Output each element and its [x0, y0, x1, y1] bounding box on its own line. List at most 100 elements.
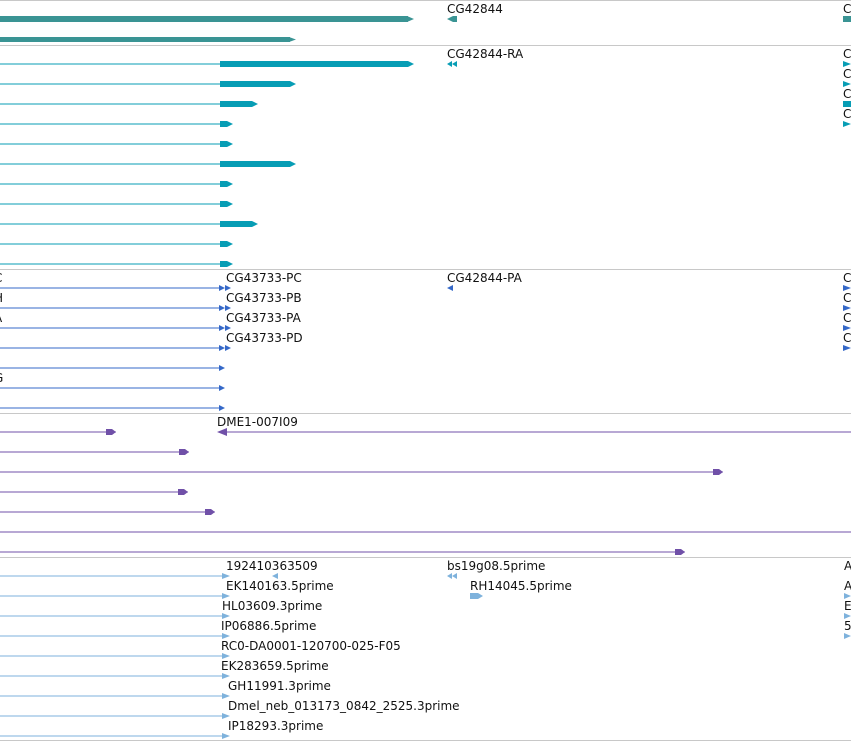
- transcript-exon[interactable]: [220, 161, 290, 167]
- transcript-feature[interactable]: [0, 201, 233, 207]
- arrow-glyph-icon[interactable]: [843, 345, 851, 351]
- transcript-exon[interactable]: [220, 61, 408, 67]
- clone-feature[interactable]: [0, 489, 188, 495]
- cds-feature[interactable]: [0, 345, 231, 351]
- cds-feature[interactable]: [0, 385, 225, 391]
- arrow-glyph-icon[interactable]: [843, 285, 851, 291]
- transcript-feature[interactable]: [0, 121, 233, 127]
- arrow-glyph-icon: [222, 613, 230, 619]
- cds-feature[interactable]: [0, 405, 225, 411]
- transcript-exon[interactable]: [220, 221, 252, 227]
- cds-feature[interactable]: [0, 325, 231, 331]
- est-feature[interactable]: [0, 633, 230, 639]
- clone-end[interactable]: [178, 489, 184, 495]
- transcript-exon[interactable]: [220, 261, 227, 267]
- arrow-glyph-icon[interactable]: [843, 325, 851, 331]
- arrow-glyph-icon[interactable]: [447, 61, 452, 67]
- transcript-exon[interactable]: [220, 101, 252, 107]
- arrow-glyph-icon[interactable]: [843, 61, 851, 67]
- arrow-glyph-icon[interactable]: [447, 573, 452, 579]
- transcript-exon[interactable]: [220, 241, 227, 247]
- arrow-glyph-icon: [290, 161, 296, 167]
- arrow-glyph-icon: [219, 325, 225, 331]
- arrow-glyph-icon: [184, 489, 188, 495]
- cds-label: CG43733-PA: [226, 311, 302, 325]
- est-feature[interactable]: [0, 693, 230, 699]
- transcript-exon[interactable]: [220, 121, 227, 127]
- cds-feature[interactable]: [0, 305, 231, 311]
- est-label: IP18293.3prime: [228, 719, 323, 733]
- clone-feature[interactable]: [0, 549, 685, 555]
- gene-feature-bar[interactable]: [0, 16, 408, 22]
- arrow-glyph-icon: [289, 37, 296, 42]
- transcript-feature[interactable]: [0, 221, 258, 227]
- arrow-glyph-icon[interactable]: [844, 613, 851, 619]
- arrow-glyph-icon[interactable]: [843, 81, 851, 87]
- clone-feature[interactable]: [0, 449, 189, 455]
- est-feature[interactable]: [0, 673, 230, 679]
- arrow-glyph-icon: [225, 345, 231, 351]
- cds-label: CG43733-PB: [226, 291, 302, 305]
- arrow-glyph-icon[interactable]: [217, 428, 227, 436]
- transcript-feature[interactable]: [0, 141, 233, 147]
- transcript-feature[interactable]: [0, 81, 296, 87]
- gene-feature-bar[interactable]: [0, 37, 290, 42]
- transcript-exon[interactable]: [843, 101, 851, 107]
- transcript-exon[interactable]: [220, 201, 227, 207]
- transcript-feature[interactable]: [0, 261, 233, 267]
- arrow-glyph-icon[interactable]: [452, 573, 457, 579]
- transcript-exon[interactable]: [220, 141, 227, 147]
- est-label: IP06886.5prime: [221, 619, 316, 633]
- arrow-glyph-icon[interactable]: [478, 593, 483, 599]
- clone-end[interactable]: [106, 429, 112, 435]
- transcript-feature[interactable]: [0, 241, 233, 247]
- transcript-exon[interactable]: [220, 181, 227, 187]
- arrow-glyph-icon[interactable]: [844, 593, 851, 599]
- cds-feature[interactable]: [0, 285, 231, 291]
- cds-feature[interactable]: [0, 365, 225, 371]
- transcript-feature[interactable]: [0, 101, 258, 107]
- arrow-glyph-icon[interactable]: [844, 633, 851, 639]
- est-label: A: [844, 579, 851, 593]
- est-feature[interactable]: [0, 713, 230, 719]
- est-label: HL03609.3prime: [222, 599, 322, 613]
- arrow-glyph-icon[interactable]: [452, 61, 457, 67]
- clone-label: DME1-007I09: [217, 415, 298, 429]
- est-feature[interactable]: [0, 593, 230, 599]
- est-feature[interactable]: [0, 613, 230, 619]
- est-label: E: [844, 599, 851, 613]
- arrow-glyph-icon[interactable]: [447, 285, 453, 291]
- transcript-exon[interactable]: [220, 81, 290, 87]
- clone-feature[interactable]: [0, 509, 215, 515]
- arrow-glyph-icon[interactable]: [272, 573, 278, 579]
- clone-feature[interactable]: [0, 469, 723, 475]
- est-feature[interactable]: [0, 653, 230, 659]
- gene-feature[interactable]: [0, 37, 296, 42]
- est-label: GH11991.3prime: [228, 679, 331, 693]
- transcript-feature[interactable]: [0, 161, 296, 167]
- arrow-glyph-icon[interactable]: [843, 121, 851, 127]
- est-feature[interactable]: [0, 573, 230, 579]
- arrow-glyph-icon[interactable]: [843, 305, 851, 311]
- arrow-glyph-icon: [719, 469, 723, 475]
- arrow-glyph-icon[interactable]: [447, 16, 457, 22]
- clone-end[interactable]: [713, 469, 719, 475]
- transcript-feature[interactable]: [0, 181, 233, 187]
- est-feature[interactable]: [0, 733, 230, 739]
- transcript-label: C: [843, 67, 851, 81]
- clone-end[interactable]: [675, 549, 681, 555]
- gene-track: CG42844 C: [0, 2, 851, 42]
- est-feature[interactable]: [470, 593, 478, 599]
- clone-end[interactable]: [205, 509, 211, 515]
- est-label: bs19g08.5prime: [447, 559, 545, 573]
- gene-feature-bar[interactable]: [843, 16, 851, 22]
- gene-feature[interactable]: [0, 16, 414, 22]
- est-label: RH14045.5prime: [470, 579, 572, 593]
- arrow-glyph-icon: [222, 693, 230, 699]
- clone-feature[interactable]: [0, 429, 116, 435]
- transcript-feature[interactable]: [0, 61, 414, 67]
- cds-label: CG43733-PD: [226, 331, 303, 345]
- clone-end[interactable]: [179, 449, 185, 455]
- cds-label: A: [0, 311, 3, 325]
